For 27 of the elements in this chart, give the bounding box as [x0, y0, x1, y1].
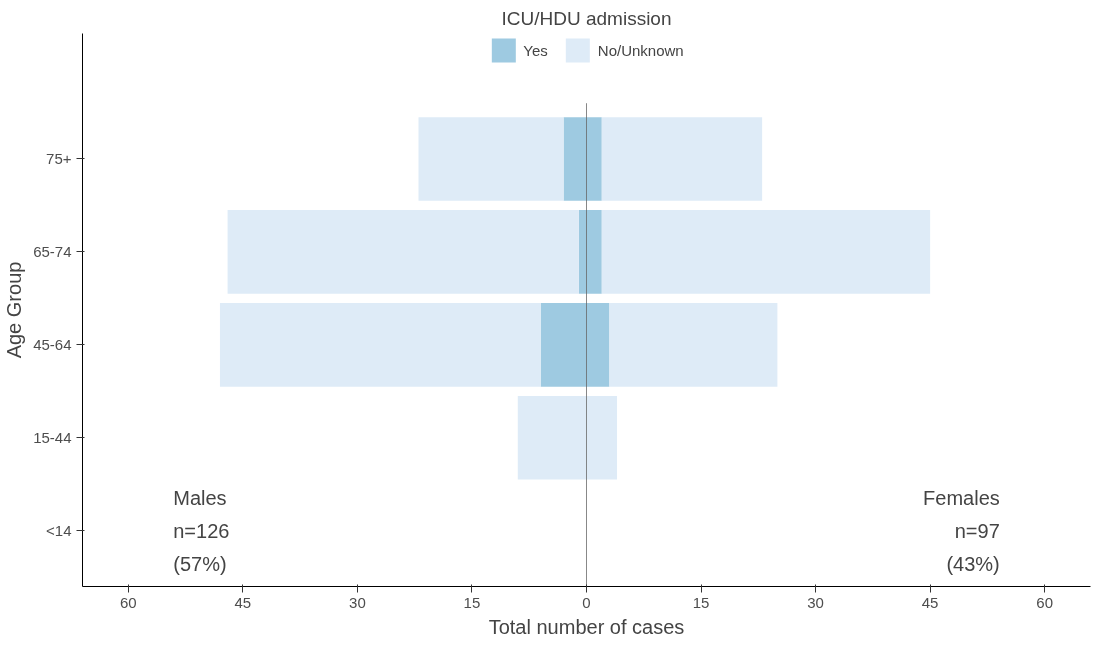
x-tick-label: 30 [349, 593, 366, 611]
x-tick-label: 60 [1036, 593, 1054, 611]
annotation: Females n=97 (43%) [923, 486, 1000, 575]
annotation: Males n=126 (57%) [173, 486, 230, 575]
x-tick-label: 0 [582, 593, 591, 611]
y-tick-label: 65-74 [33, 243, 72, 261]
bar [601, 117, 763, 201]
y-axis-title: Age Group [3, 261, 26, 359]
bar [227, 210, 579, 294]
legend-label: No/Unknown [597, 41, 684, 59]
x-tick-label: 45 [921, 593, 939, 611]
x-axis-title: Total number of cases [488, 615, 685, 638]
y-tick-label: 75+ [46, 150, 72, 168]
y-tick-label: 45-64 [33, 336, 72, 354]
legend-title: ICU/HDU admission [501, 7, 672, 29]
x-tick-label: 45 [234, 593, 252, 611]
bar [601, 210, 931, 294]
y-tick-label: <14 [46, 522, 72, 540]
bar [418, 117, 564, 201]
x-tick-label: 60 [119, 593, 137, 611]
bar [219, 303, 541, 387]
y-tick-label: 15-44 [33, 429, 72, 447]
x-tick-label: 15 [463, 593, 481, 611]
bar [609, 303, 778, 387]
legend-label: Yes [523, 41, 548, 59]
x-tick-label: 15 [692, 593, 710, 611]
x-tick-label: 30 [807, 593, 824, 611]
